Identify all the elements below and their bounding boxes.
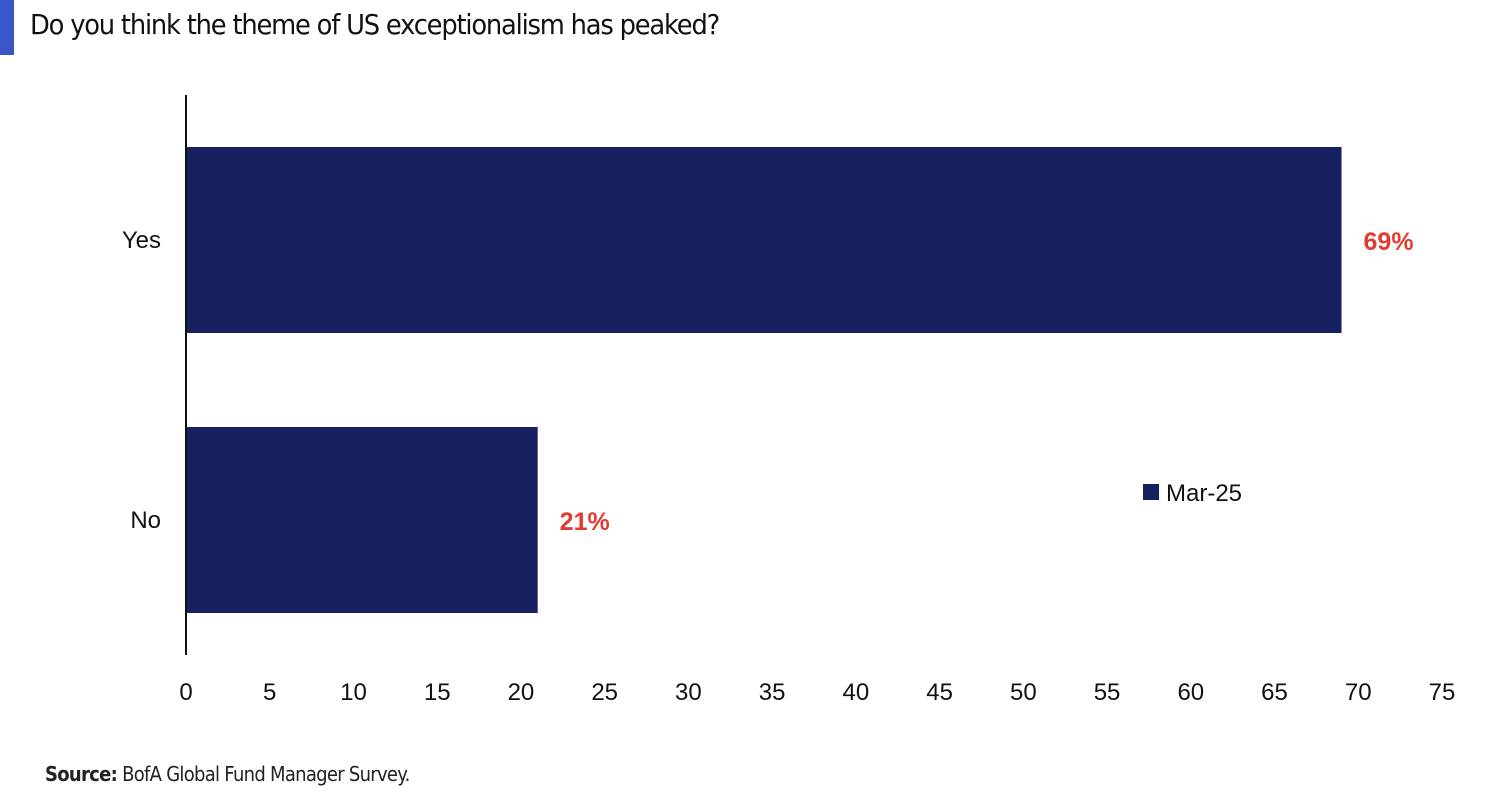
x-tick-label: 75 — [1429, 679, 1456, 706]
data-label: 69% — [1364, 228, 1414, 256]
x-tick-label: 40 — [843, 679, 870, 706]
category-label: Yes — [122, 227, 161, 254]
source-label: Source: — [45, 762, 118, 786]
x-tick-label: 30 — [675, 679, 702, 706]
x-tick-label: 20 — [508, 679, 535, 706]
x-tick-label: 45 — [926, 679, 953, 706]
category-label: No — [130, 507, 161, 534]
x-tick-label: 50 — [1010, 679, 1037, 706]
data-label: 21% — [560, 508, 610, 536]
source-note: Source: BofA Global Fund Manager Survey. — [45, 762, 410, 786]
x-tick-label: 65 — [1261, 679, 1288, 706]
bar-yes — [186, 147, 1342, 333]
x-tick-label: 35 — [759, 679, 786, 706]
legend-label: Mar-25 — [1166, 480, 1242, 507]
legend-swatch — [1143, 484, 1159, 500]
x-tick-label: 25 — [591, 679, 618, 706]
x-tick-label: 60 — [1177, 679, 1204, 706]
source-text: BofA Global Fund Manager Survey. — [117, 762, 410, 786]
bar-no — [186, 427, 538, 613]
x-tick-label: 10 — [340, 679, 367, 706]
x-tick-label: 0 — [179, 679, 192, 706]
x-tick-label: 5 — [263, 679, 276, 706]
x-tick-label: 70 — [1345, 679, 1372, 706]
chart-title: Do you think the theme of US exceptional… — [30, 8, 720, 41]
x-tick-label: 15 — [424, 679, 451, 706]
title-accent-bar — [0, 0, 14, 55]
x-tick-label: 55 — [1094, 679, 1121, 706]
